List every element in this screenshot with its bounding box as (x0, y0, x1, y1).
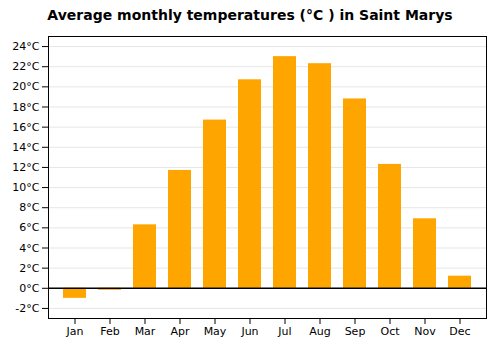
svg-text:14°C: 14°C (12, 141, 39, 154)
svg-text:Aug: Aug (309, 325, 330, 338)
svg-text:18°C: 18°C (12, 101, 39, 114)
svg-text:Apr: Apr (170, 325, 190, 338)
svg-text:16°C: 16°C (12, 121, 39, 134)
svg-text:Nov: Nov (414, 325, 436, 338)
svg-text:Jul: Jul (277, 325, 291, 338)
svg-text:Jun: Jun (240, 325, 258, 338)
svg-text:8°C: 8°C (19, 201, 39, 214)
svg-text:Feb: Feb (100, 325, 119, 338)
svg-text:2°C: 2°C (19, 262, 39, 275)
svg-text:10°C: 10°C (12, 181, 39, 194)
svg-text:22°C: 22°C (12, 60, 39, 73)
svg-text:6°C: 6°C (19, 221, 39, 234)
svg-text:Dec: Dec (449, 325, 470, 338)
svg-text:12°C: 12°C (12, 161, 39, 174)
svg-text:Sep: Sep (345, 325, 366, 338)
html-text:Average monthly temperatures (: Average monthly temperatures (°C ) in Sa… (47, 7, 453, 23)
svg-text:Jan: Jan (66, 325, 84, 338)
svg-text:Mar: Mar (135, 325, 156, 338)
svg-text:0°C: 0°C (19, 282, 39, 295)
svg-text:Oct: Oct (380, 325, 400, 338)
svg-text:20°C: 20°C (12, 80, 39, 93)
svg-text:24°C: 24°C (12, 40, 39, 53)
svg-text:-2°C: -2°C (15, 302, 39, 315)
svg-text:May: May (204, 325, 227, 338)
svg-text:4°C: 4°C (19, 242, 39, 255)
